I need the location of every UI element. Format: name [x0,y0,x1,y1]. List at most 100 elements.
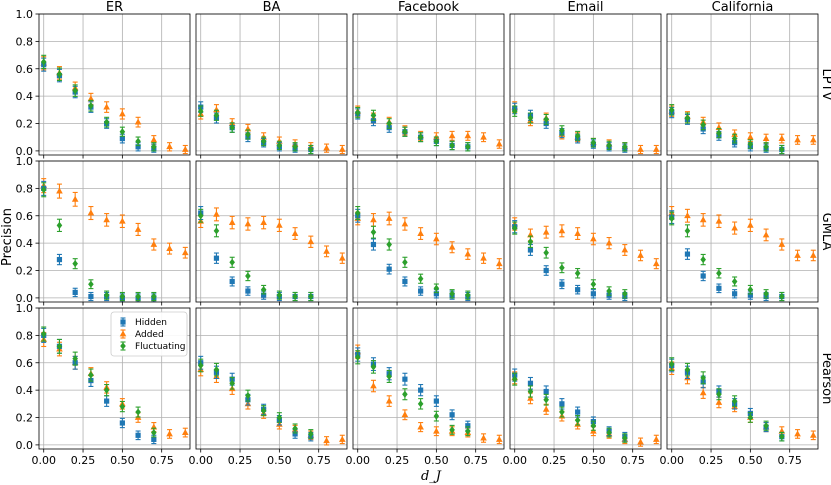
fluctuating-point [779,433,785,441]
legend-item-hidden: Hidden [120,317,167,328]
legend-marker [120,342,126,350]
data-marks [511,217,660,302]
hidden-point [732,291,738,297]
data-marks [668,357,817,442]
hidden-point [104,398,110,404]
fluctuating-point [245,130,251,139]
added-point [480,133,487,140]
panel-gmla-california: GMLA [666,160,831,306]
fluctuating-point [465,291,471,299]
added-point [228,219,236,226]
added-point [778,134,786,141]
axes-frame [666,160,819,303]
legend-item-added: Added [119,329,164,340]
fluctuating-point [700,374,706,382]
x-tick-label: 0.75 [777,454,802,467]
panel-gmla-facebook [352,160,505,306]
added-point [637,145,644,152]
added-point [87,95,95,102]
added-point [150,136,158,143]
added-point [778,240,786,247]
fluctuating-point [449,141,455,150]
fluctuating-point [779,292,785,301]
data-marks [354,344,503,445]
added-point [166,430,173,437]
added-point [762,134,770,141]
added-point [307,238,315,245]
added-point [637,438,644,445]
column-title-facebook: Facebook [398,0,460,15]
legend-box [110,311,188,357]
fluctuating-point [245,392,251,400]
added-point [181,428,189,435]
fluctuating-point [72,87,78,95]
y-tick-label: 0.4 [16,237,34,250]
added-point [385,397,393,404]
series-added [354,344,503,445]
y-tick-label: 0.2 [16,118,34,131]
gridlines [196,13,347,155]
panel-lptv-er: 0.0 0.2 0.4 0.6 0.8 1.0 ER [16,0,191,159]
added-point [433,427,440,434]
added-point [747,221,754,228]
axes-frame [38,160,191,303]
added-point [495,260,503,267]
added-point [794,136,801,143]
added-point [747,133,754,140]
fluctuating-point [88,280,94,288]
fluctuating-point [543,249,549,257]
series-hidden [41,180,157,302]
added-point [652,435,660,442]
fluctuating-point [151,428,157,437]
x-tick-label: 0.00 [31,454,56,467]
axes-frame [666,307,819,450]
y-tick-label: 0.2 [16,265,34,278]
added-point [338,254,346,261]
y-tick-label: 1.0 [16,155,34,168]
series-hidden [512,368,628,442]
series-added [40,56,189,155]
hidden-point [527,247,534,253]
x-tick-label: 0.25 [699,454,724,467]
panel-lptv-email: Email [509,0,662,159]
fluctuating-point [590,422,597,430]
hidden-point [543,388,549,395]
y-tick-label: 0.8 [16,182,34,195]
column-title-er: ER [106,0,123,15]
panel-pearson-email: 0.00 0.25 0.50 0.75 [502,307,662,467]
axes-frame [352,160,505,303]
added-point [87,209,95,216]
fluctuating-point [40,330,47,338]
added-point [260,219,267,226]
fluctuating-point [260,286,267,294]
fluctuating-point [543,396,549,404]
legend-marker [120,319,126,325]
hidden-point [575,409,581,415]
fluctuating-point [354,108,361,117]
fluctuating-point [779,145,785,154]
series-fluctuating [354,106,471,152]
fluctuating-point [731,277,738,286]
fluctuating-point [417,400,424,408]
axes-frame [195,160,348,303]
hidden-point [88,293,94,300]
added-point [809,431,817,438]
fluctuating-point [213,227,220,235]
series-fluctuating [197,105,314,155]
y-tick-label: 0.8 [16,35,34,48]
y-tick-label: 1.0 [16,8,34,21]
column-title-email: Email [567,0,603,15]
added-point [370,382,377,389]
gridlines [510,13,661,155]
fluctuating-point [276,291,283,299]
added-point [809,136,817,143]
x-tick-label: 0.25 [385,454,410,467]
fluctuating-point [370,363,377,371]
panel-gmla-er: 0.0 0.2 0.4 0.6 0.8 1.0 [16,155,191,306]
hidden-point [449,412,455,418]
panel-pearson-facebook: 0.00 0.25 0.50 0.75 [345,307,505,467]
series-added [197,207,346,264]
series-added [668,361,817,441]
fluctuating-point [292,292,298,301]
